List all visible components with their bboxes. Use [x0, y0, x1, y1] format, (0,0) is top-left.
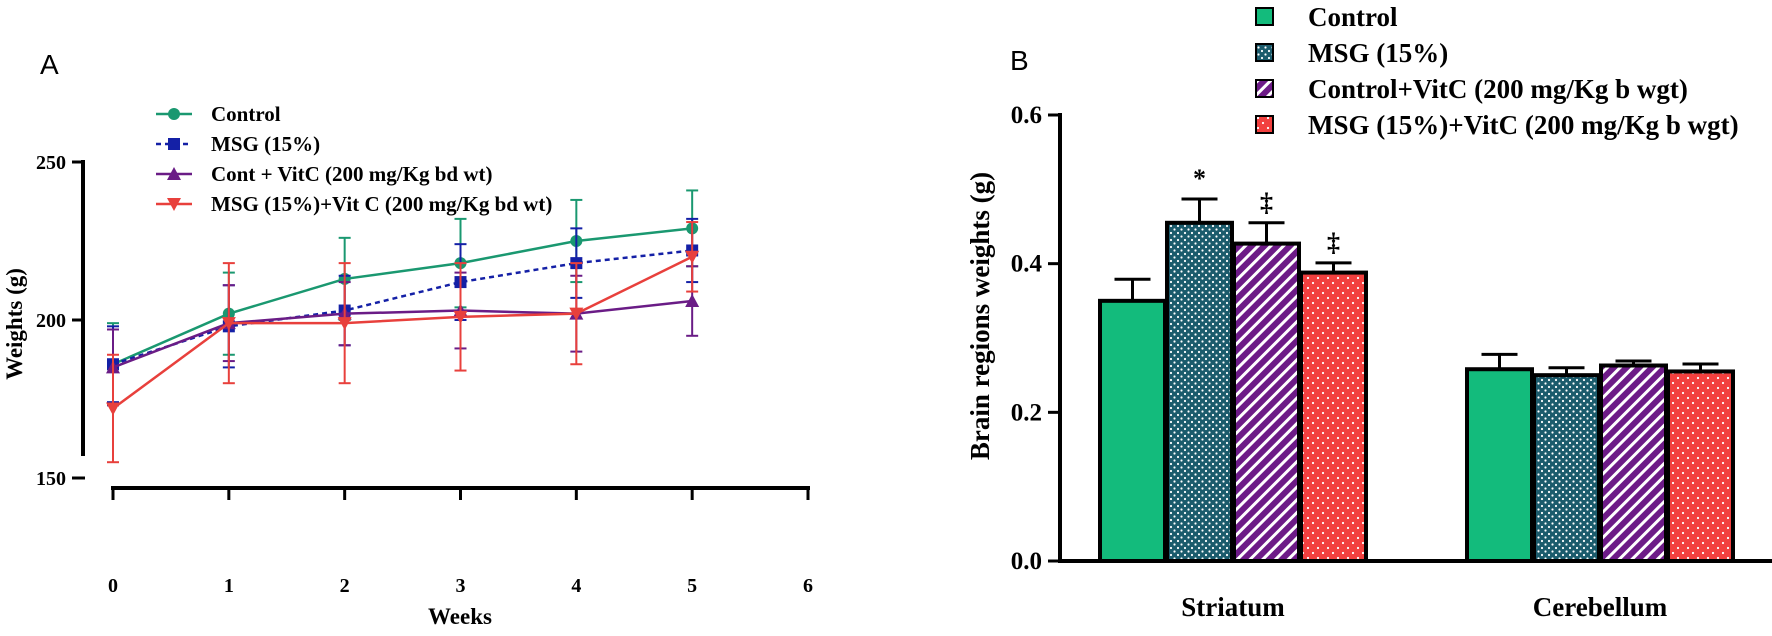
panel-a-data-point	[685, 294, 700, 308]
panel-b-y-axis-title: Brain regions weights (g)	[965, 172, 995, 460]
panel-a-x-tick-label: 2	[340, 575, 350, 597]
panel-b-legend-swatch	[1255, 7, 1274, 26]
significance-marker: ‡	[1327, 228, 1340, 257]
panel-b-label: B	[1010, 45, 1029, 76]
panel-a-legend-marker	[168, 108, 180, 120]
panel-a-data-point	[569, 307, 584, 321]
line-chart-panel-a: A 150 200 250 0 1 2 3 4 5 6 Control MSG (15%) Cont …	[2, 49, 813, 629]
panel-a-x-tick-label: 4	[571, 575, 581, 597]
panel-b-legend-label: Control	[1308, 2, 1398, 32]
bar-striatum-series-0	[1098, 298, 1167, 563]
bar-chart-panel-b: B 0.0 0.2 0.4 0.6 Striatum Cerebellum * ‡ ‡ Con…	[965, 2, 1772, 622]
panel-a-series-line	[112, 249, 693, 366]
panel-b-x-tick-label: Striatum	[1181, 592, 1285, 622]
panel-a-legend-marker	[167, 167, 181, 180]
panel-a-data-point	[685, 250, 700, 264]
bar-cerebellum-series-0	[1465, 367, 1534, 563]
panel-a-x-axis-title: Weeks	[428, 604, 492, 629]
bar-striatum-series-1	[1165, 220, 1234, 564]
panel-a-y-axis-title: Weights (g)	[2, 268, 27, 380]
panel-a-legend-label: Cont + VitC (200 mg/Kg bd wt)	[211, 162, 492, 186]
panel-a-series	[106, 189, 700, 464]
panel-a-label: A	[40, 49, 59, 80]
panel-a-series-line	[112, 299, 693, 369]
panel-a-x-tick-label: 0	[108, 575, 118, 597]
panel-a-y-tick-label: 150	[36, 468, 66, 490]
panel-a-y-tick-label: 250	[36, 152, 66, 174]
panel-b-legend-swatch	[1255, 43, 1274, 62]
panel-a-x-tick-label: 1	[224, 575, 234, 597]
bar-striatum-series-2	[1232, 241, 1301, 563]
panel-b-y-tick-label: 0.4	[1011, 251, 1043, 278]
panel-b-legend-label: Control+VitC (200 mg/Kg b wgt)	[1308, 74, 1688, 104]
panel-a-legend-label: MSG (15%)+Vit C (200 mg/Kg bd wt)	[211, 192, 552, 216]
bar-striatum-series-3	[1299, 270, 1368, 563]
panel-a-series-line	[112, 227, 693, 366]
panel-a-legend-marker	[168, 138, 180, 150]
panel-b-y-tick-label: 0.0	[1011, 548, 1042, 575]
panel-a-data-point	[337, 317, 352, 331]
bar-cerebellum-series-1	[1532, 373, 1601, 563]
panel-a-series-line	[112, 255, 693, 410]
panel-a-data-point	[221, 317, 236, 331]
panel-b-bars: * ‡ ‡	[1098, 164, 1735, 564]
panel-b-y-tick-label: 0.6	[1011, 102, 1042, 129]
panel-b-legend: Control MSG (15%) Control+VitC (200 mg/Kg …	[1255, 2, 1739, 140]
panel-b-y-tick-label: 0.2	[1011, 399, 1042, 426]
panel-a-legend-marker	[167, 198, 181, 211]
panel-a-legend-label: MSG (15%)	[211, 132, 320, 156]
bar-cerebellum-series-3	[1666, 369, 1735, 564]
panel-a-axes: 150 200 250 0 1 2 3 4 5 6	[36, 152, 813, 597]
significance-marker: *	[1193, 164, 1206, 193]
panel-a-legend-label: Control	[211, 102, 281, 126]
panel-a-x-tick-label: 6	[803, 575, 813, 597]
panel-b-legend-label: MSG (15%)	[1308, 38, 1448, 68]
panel-b-legend-swatch	[1255, 115, 1274, 134]
significance-marker: ‡	[1260, 188, 1273, 217]
panel-a-data-point	[453, 310, 468, 324]
panel-a-y-tick-label: 200	[36, 310, 66, 332]
panel-a-series-3	[106, 221, 700, 464]
panel-b-legend-swatch	[1255, 79, 1274, 98]
panel-b-legend-label: MSG (15%)+VitC (200 mg/Kg b wgt)	[1308, 110, 1739, 140]
panel-a-x-tick-label: 5	[687, 575, 697, 597]
panel-a-x-tick-label: 3	[456, 575, 466, 597]
bar-cerebellum-series-2	[1599, 363, 1668, 563]
panel-a-data-point	[106, 402, 120, 416]
panel-a-series-2	[106, 265, 700, 407]
panel-b-x-tick-label: Cerebellum	[1533, 592, 1668, 622]
panel-a-legend: Control MSG (15%) Cont + VitC (200 mg/Kg b…	[156, 102, 552, 216]
